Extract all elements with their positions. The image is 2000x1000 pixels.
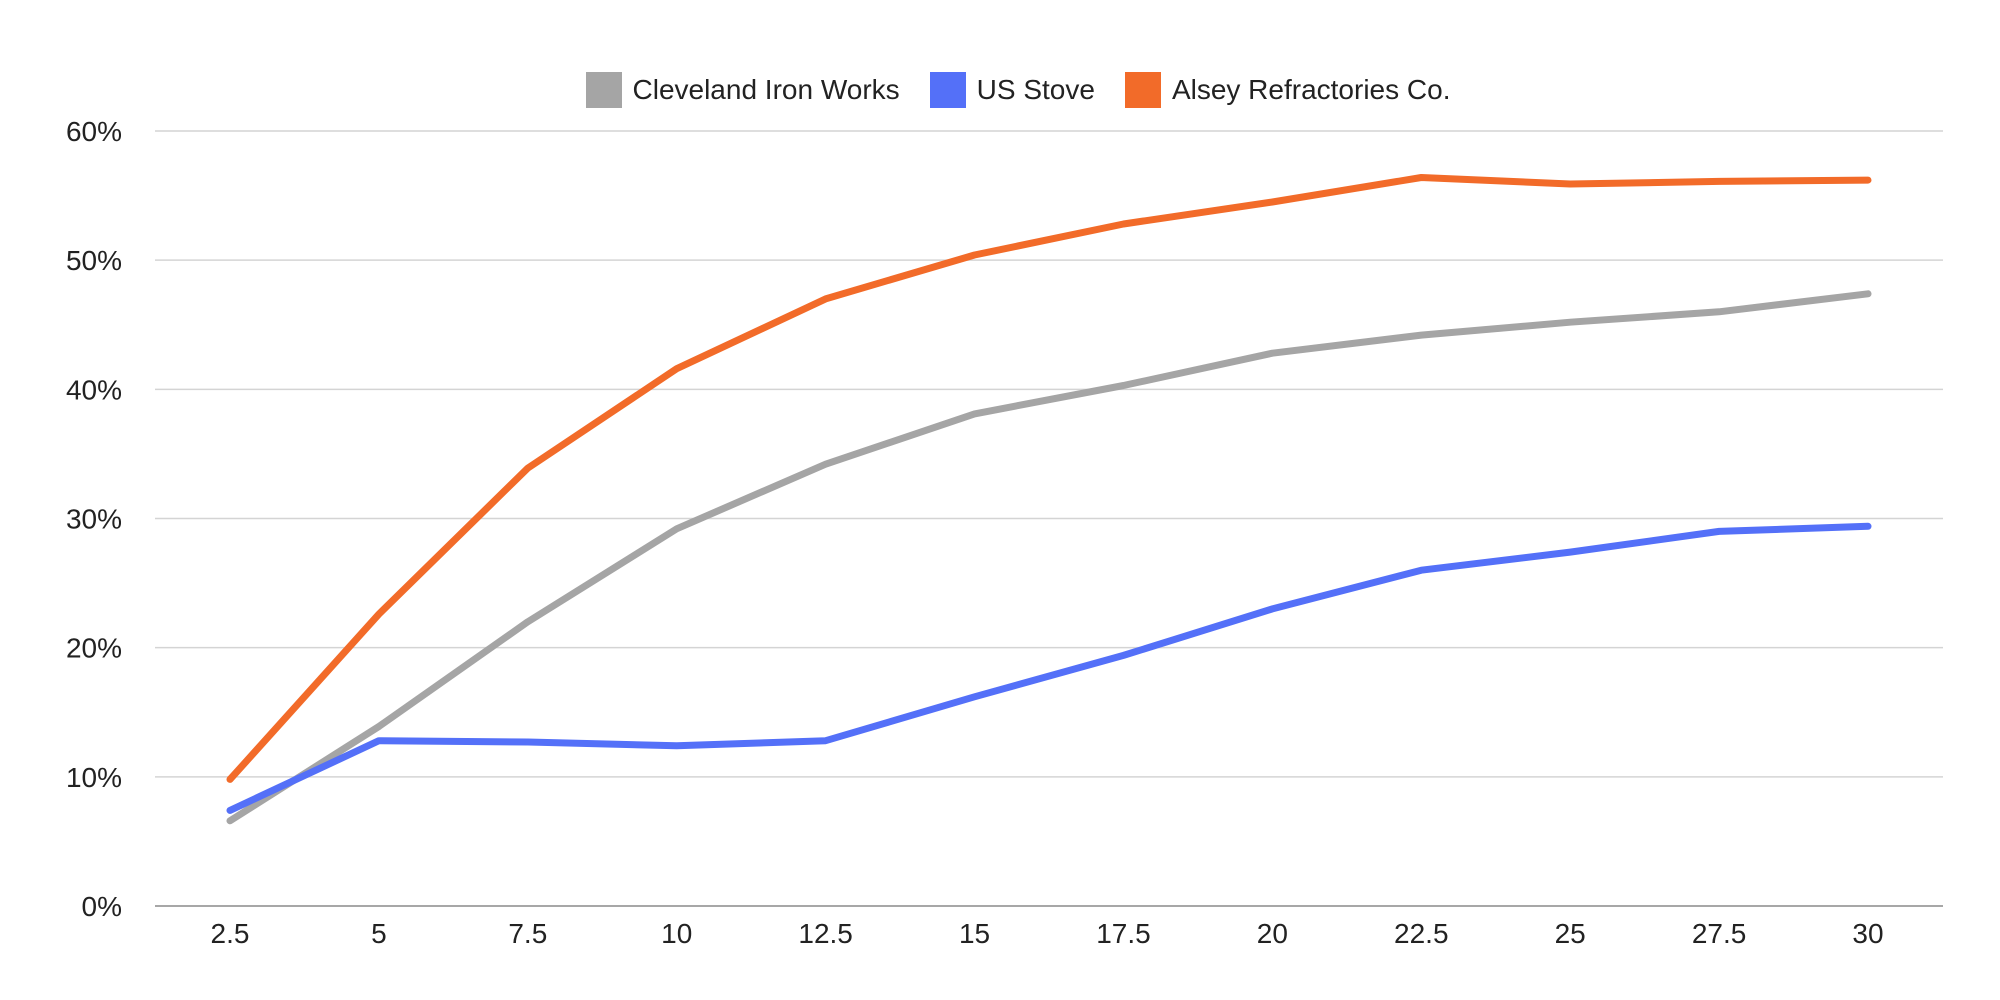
x-tick-label: 10: [661, 918, 692, 949]
series-line-alsey-refractories-co: [226, 174, 1872, 783]
y-tick-label: 20%: [66, 633, 122, 664]
x-tick-label: 15: [959, 918, 990, 949]
y-tick-label: 60%: [66, 116, 122, 147]
series-line-us-stove: [226, 522, 1872, 814]
legend-label: Cleveland Iron Works: [632, 74, 900, 105]
gridlines: [155, 130, 1943, 778]
x-tick-label: 7.5: [508, 918, 547, 949]
y-tick-label: 50%: [66, 245, 122, 276]
legend-item-alsey-refractories: Alsey Refractories Co.: [1124, 72, 1451, 108]
x-tick-label: 17.5: [1096, 918, 1151, 949]
x-tick-label: 22.5: [1394, 918, 1449, 949]
x-tick-label: 30: [1852, 918, 1883, 949]
y-tick-label: 30%: [66, 504, 122, 535]
legend-swatch: [585, 72, 622, 108]
y-tick-label: 40%: [66, 374, 122, 405]
x-tick-label: 20: [1257, 918, 1288, 949]
legend-item-cleveland-iron-works: Cleveland Iron Works: [585, 72, 900, 108]
y-tick-label: 0%: [82, 891, 122, 922]
legend-label: US Stove: [976, 74, 1095, 105]
legend-item-us-stove: US Stove: [929, 72, 1095, 108]
y-tick-label: 10%: [66, 762, 122, 793]
legend-label: Alsey Refractories Co.: [1171, 74, 1451, 105]
x-tick-label: 25: [1555, 918, 1586, 949]
x-tick-label: 5: [371, 918, 387, 949]
x-tick-label: 2.5: [211, 918, 250, 949]
series-line-cleveland-iron-works: [226, 290, 1872, 825]
legend-swatch: [1124, 72, 1161, 108]
series-lines: [226, 174, 1872, 825]
chart-legend: Cleveland Iron Works US Stove Alsey Refr…: [0, 72, 2000, 108]
x-tick-label: 27.5: [1692, 918, 1747, 949]
legend-swatch: [929, 72, 966, 108]
x-tick-label: 12.5: [798, 918, 853, 949]
axes: 0% 10% 20% 30% 40% 50% 60% 2.5 5 7.5 10 12.5 15 17.5 2…: [66, 116, 1943, 949]
